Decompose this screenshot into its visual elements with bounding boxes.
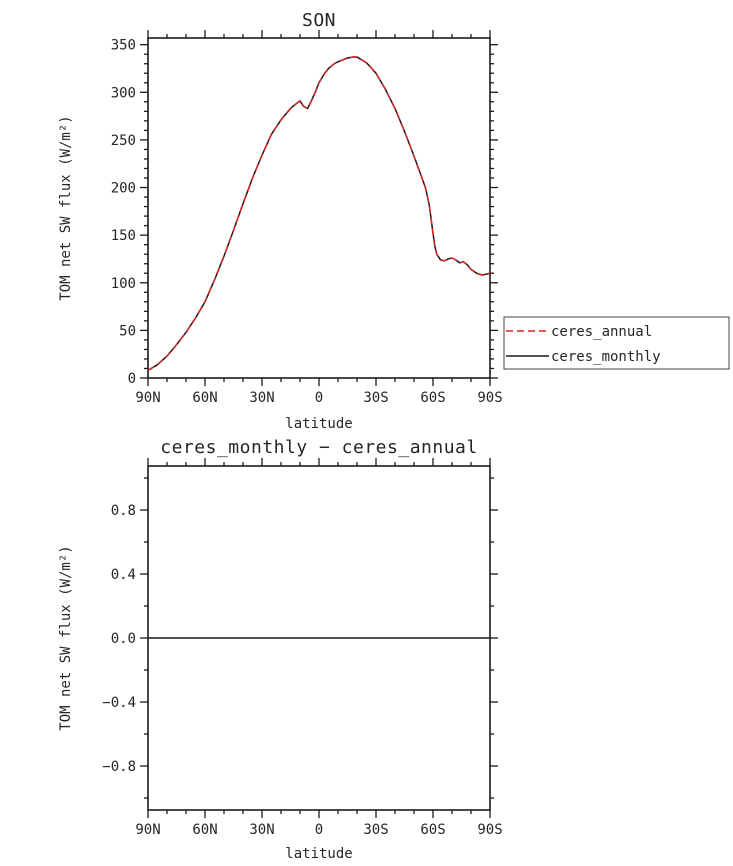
x-tick-label: 30N bbox=[249, 390, 274, 406]
y-tick-label: 250 bbox=[111, 133, 136, 149]
x-tick-label: 90S bbox=[477, 390, 502, 406]
y-tick-label: 150 bbox=[111, 228, 136, 244]
y-tick-label: −0.8 bbox=[102, 759, 136, 775]
y-tick-label: 300 bbox=[111, 85, 136, 101]
series-ceres_annual bbox=[147, 56, 491, 372]
x-tick-label: 60N bbox=[192, 822, 217, 838]
top-chart-title: SON bbox=[302, 10, 336, 31]
legend-entry-ceres-annual: ceres_annual bbox=[506, 324, 652, 340]
plot-box bbox=[147, 37, 491, 379]
x-tick-label: 60N bbox=[192, 390, 217, 406]
x-tick-label: 30S bbox=[363, 822, 388, 838]
series-ceres_monthly bbox=[147, 56, 491, 372]
x-tick-label: 90S bbox=[477, 822, 502, 838]
x-tick-label: 60S bbox=[420, 822, 445, 838]
x-tick-label: 90N bbox=[135, 822, 160, 838]
bottom-chart: 90N 60N 30N 0 30S 60S 90S −0.8 −0.4 0.0 0.4 0.8 bbox=[102, 458, 503, 838]
y-tick-label: 0.8 bbox=[111, 503, 136, 519]
bottom-chart-xlabel: latitude bbox=[285, 846, 352, 862]
legend-box bbox=[503, 316, 730, 370]
x-tick-label: 0 bbox=[315, 390, 323, 406]
y-tick-label: 0 bbox=[128, 371, 136, 387]
x-tick-label: 90N bbox=[135, 390, 160, 406]
legend-label-ceres-annual: ceres_annual bbox=[551, 324, 652, 340]
y-tick-label: 200 bbox=[111, 181, 136, 197]
legend: ceres_annual ceres_monthly bbox=[503, 316, 730, 370]
top-chart-ylabel: TOM net SW flux (W/m²) bbox=[58, 115, 74, 300]
y-tick-label: 100 bbox=[111, 276, 136, 292]
tick-labels: 90N 60N 30N 0 30S 60S 90S −0.8 −0.4 0.0 0.4 0.8 bbox=[102, 503, 502, 838]
x-tick-label: 30N bbox=[249, 822, 274, 838]
y-tick-label: 0.0 bbox=[111, 631, 136, 647]
y-tick-label: 50 bbox=[119, 323, 136, 339]
tick-labels: 90N 60N 30N 0 30S 60S 90S 0 50 100 150 200 250 300 350 bbox=[111, 38, 503, 406]
x-tick-label: 30S bbox=[363, 390, 388, 406]
y-tick-label: 0.4 bbox=[111, 567, 136, 583]
bottom-chart-ylabel: TOM net SW flux (W/m²) bbox=[58, 545, 74, 730]
top-chart: 90N 60N 30N 0 30S 60S 90S 0 50 100 150 200 250 300 350 bbox=[111, 30, 503, 406]
x-tick-label: 60S bbox=[420, 390, 445, 406]
bottom-chart-title: ceres_monthly − ceres_annual bbox=[160, 437, 477, 458]
y-tick-label: 350 bbox=[111, 38, 136, 54]
legend-entry-ceres-monthly: ceres_monthly bbox=[506, 349, 661, 365]
y-tick-label: −0.4 bbox=[102, 695, 136, 711]
x-tick-label: 0 bbox=[315, 822, 323, 838]
top-chart-xlabel: latitude bbox=[285, 416, 352, 432]
legend-label-ceres-monthly: ceres_monthly bbox=[551, 349, 661, 365]
